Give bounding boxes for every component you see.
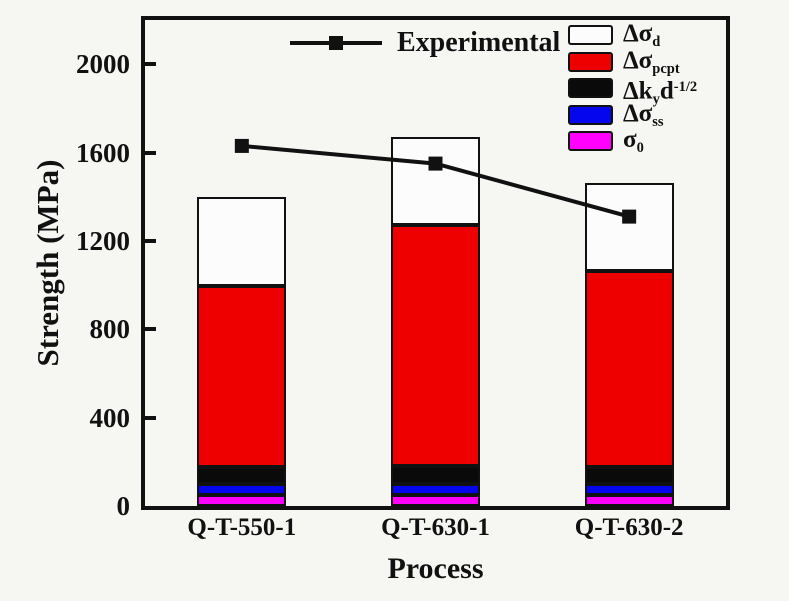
experimental-marker-icon (234, 138, 249, 153)
y-tick-label: 2000 (76, 49, 130, 80)
legend-label: Δkyd-1/2 (623, 74, 697, 112)
y-tick-label: 1600 (76, 137, 130, 168)
bar-segment-delta_sigma_pcpt (584, 270, 674, 468)
bar-segment-delta_sigma_pcpt (391, 225, 480, 467)
legend-swatch-icon (568, 104, 613, 125)
y-tick (145, 62, 156, 67)
legend-label-part: -1/2 (673, 79, 698, 95)
bar-segment-delta_sigma_d (391, 137, 480, 226)
legend-label-part: d (659, 77, 674, 105)
bar-segment-delta_ky_d_-1/2 (584, 467, 674, 484)
legend-label-part: d (652, 34, 661, 51)
legend-label-part: ss (652, 113, 664, 130)
legend-label-part: pcpt (652, 60, 680, 77)
legend-label-part: Δσ (623, 46, 653, 74)
y-tick (145, 327, 156, 332)
legend-label-part: Δσ (623, 20, 653, 47)
bar-segment-sigma_0 (584, 494, 674, 506)
y-tick-label: 0 (116, 491, 131, 521)
y-axis-title: Strength (MPa) (30, 159, 65, 367)
legend-swatch-icon (568, 25, 613, 45)
bar-segment-delta_sigma_pcpt (197, 286, 287, 468)
x-category-label: Q-T-630-2 (574, 514, 684, 541)
bar-segment-sigma_0 (197, 494, 287, 506)
legend-label-part: 0 (636, 140, 644, 157)
bar-segment-delta_sigma_d (197, 196, 287, 287)
x-category-label: Q-T-550-1 (187, 514, 297, 541)
legend-swatch-icon (568, 78, 613, 98)
legend-label: σ0 (623, 127, 644, 161)
legend-label: Δσpcpt (623, 46, 680, 82)
y-tick-label: 1200 (76, 225, 130, 256)
legend-label: Δσss (623, 99, 664, 135)
legend-label-part: σ (623, 126, 637, 153)
bar-segment-delta_ky_d_-1/2 (391, 466, 480, 484)
y-tick-label: 400 (89, 402, 131, 433)
bar-segment-delta_sigma_ss (197, 483, 287, 495)
legend-swatch-icon (568, 131, 613, 151)
bar-segment-delta_ky_d_-1/2 (197, 467, 287, 484)
plot-area: Experimental Δσd Δσpcpt Δkyd-1/2 Δσss σ0 (141, 16, 730, 510)
y-tick-label: 800 (89, 314, 131, 345)
bar-segment-delta_sigma_d (584, 183, 674, 271)
legend-label-part: Δσ (623, 99, 653, 127)
y-tick (145, 238, 156, 243)
bar-segment-delta_sigma_ss (391, 483, 480, 495)
legend-label-part: Δk (623, 77, 653, 105)
experimental-legend-marker-icon (329, 36, 343, 50)
experimental-legend-label: Experimental (397, 27, 561, 58)
legend-label-part: y (652, 91, 660, 108)
legend-label: Δσd (623, 21, 660, 55)
x-axis-title: Process (387, 552, 484, 585)
bar-segment-delta_sigma_ss (584, 483, 674, 495)
x-category-label: Q-T-630-1 (381, 514, 490, 541)
y-tick (145, 415, 156, 420)
bar-segment-sigma_0 (391, 494, 480, 506)
y-tick (145, 150, 156, 155)
legend-swatch-icon (568, 51, 613, 72)
